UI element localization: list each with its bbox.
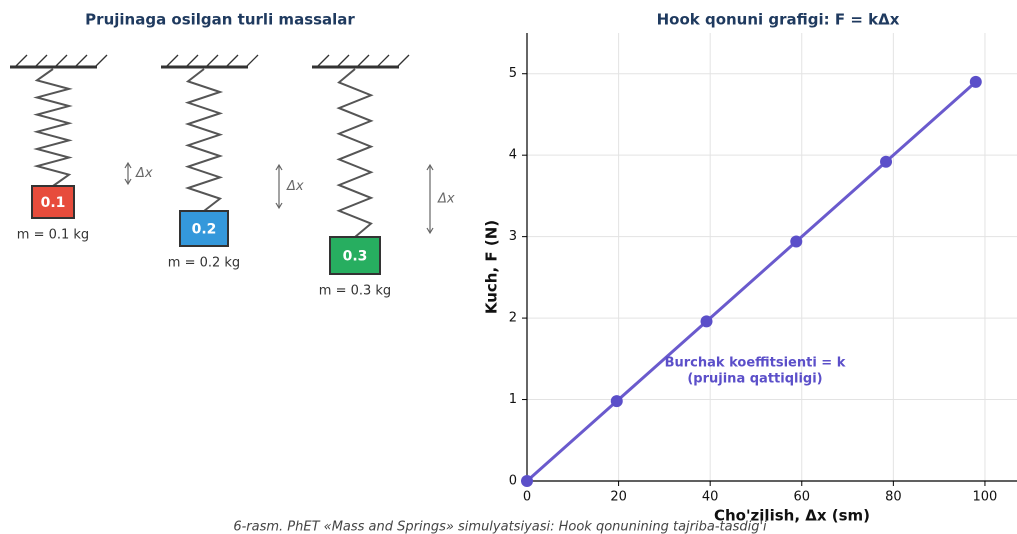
mass-value: 0.1 [41, 195, 66, 211]
arrow-head [275, 202, 283, 210]
x-tick-label: 40 [702, 490, 719, 505]
y-tick-label: 1 [509, 392, 517, 407]
hatch [396, 54, 410, 68]
marker [521, 475, 533, 487]
mass-label: m = 0.3 kg [319, 284, 391, 299]
marker [880, 155, 893, 168]
dx-label: Δx [135, 166, 153, 181]
y-tick-label: 3 [509, 229, 517, 244]
mass-box [329, 236, 381, 275]
line [526, 80, 977, 483]
hatch [336, 54, 350, 68]
hatch [54, 54, 68, 68]
arrow-head [426, 227, 434, 235]
hatch [376, 54, 390, 68]
marker [700, 315, 713, 328]
x-tick-label: 60 [793, 490, 810, 505]
arrow-head [275, 163, 283, 171]
mass-box [179, 210, 229, 247]
hatch [165, 54, 179, 68]
arrow-head [124, 161, 132, 169]
caption: 6-rasm. PhET «Mass and Springs» simulyat… [233, 520, 767, 534]
x-tick-label: 20 [610, 490, 627, 505]
arrow-head [426, 163, 434, 171]
mass-box [31, 185, 75, 219]
spring [336, 68, 374, 238]
mass-label: m = 0.1 kg [17, 228, 89, 243]
hatch [185, 54, 199, 68]
hatch [74, 54, 88, 68]
x-tick-label: 0 [523, 490, 531, 505]
mass-value: 0.2 [192, 222, 217, 238]
diagram-title: Prujinaga osilgan turli massalar [85, 11, 355, 29]
x-tick-label: 100 [973, 490, 998, 505]
spring [33, 68, 73, 187]
y-tick-label: 0 [509, 474, 517, 489]
y-axis-label: Kuch, F (N) [483, 220, 501, 314]
spring [184, 68, 224, 212]
x-tick-label: 80 [885, 490, 902, 505]
mass-value: 0.3 [343, 249, 368, 265]
x-axis-label: Cho'zilish, Δx (sm) [714, 507, 870, 525]
hatch [205, 54, 219, 68]
hatch [34, 54, 48, 68]
y-tick-label: 5 [509, 66, 517, 81]
hatch [356, 54, 370, 68]
dx-label: Δx [286, 179, 304, 194]
marker [790, 235, 803, 248]
mass-label: m = 0.2 kg [168, 256, 240, 271]
y-tick-label: 2 [509, 311, 517, 326]
hatch [316, 54, 330, 68]
annotation: (prujina qattiqligi) [687, 372, 822, 387]
marker [610, 395, 623, 408]
hatch [14, 54, 28, 68]
hatch [245, 54, 259, 68]
chart-title: Hook qonuni grafigi: F = kΔx [657, 11, 900, 29]
hatch [225, 54, 239, 68]
y-tick-label: 4 [509, 148, 517, 163]
arrow-head [124, 178, 132, 186]
hatch [94, 54, 108, 68]
annotation: Burchak koeffitsienti = k [665, 356, 846, 371]
dx-label: Δx [437, 192, 455, 207]
marker [969, 75, 982, 88]
